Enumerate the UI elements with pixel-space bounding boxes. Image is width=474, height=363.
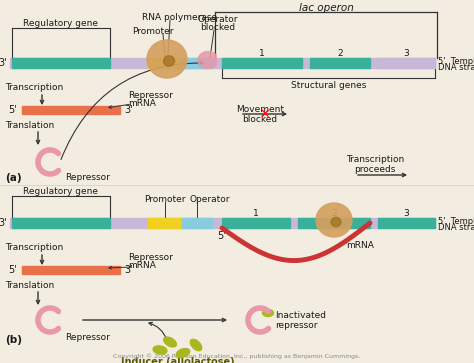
Text: (b): (b) [5, 335, 22, 345]
Text: Translation: Translation [5, 281, 54, 290]
Text: 2: 2 [331, 208, 337, 217]
Bar [12, 58, 110, 68]
Text: 3': 3' [124, 265, 133, 275]
Text: DNA strand: DNA strand [438, 62, 474, 72]
Text: DNA strand: DNA strand [438, 223, 474, 232]
Bar [222, 218, 290, 228]
Text: Repressor: Repressor [65, 333, 110, 342]
Text: Regulatory gene: Regulatory gene [24, 188, 99, 196]
Ellipse shape [331, 217, 341, 227]
Ellipse shape [176, 348, 190, 358]
Ellipse shape [190, 339, 202, 351]
Bar [148, 218, 182, 228]
Text: Copyright © 2006 Pearson Education, Inc., publishing as Benjamin Cummings.: Copyright © 2006 Pearson Education, Inc.… [113, 353, 361, 359]
Text: Inducer (allolactose): Inducer (allolactose) [121, 357, 235, 363]
Text: mRNA: mRNA [128, 261, 156, 270]
Text: Repressor: Repressor [65, 174, 110, 183]
Bar [310, 58, 370, 68]
Text: Structural genes: Structural genes [291, 82, 366, 90]
Ellipse shape [263, 310, 273, 317]
Text: 3': 3' [124, 105, 133, 115]
Text: Transcription: Transcription [5, 83, 63, 93]
Text: 1: 1 [259, 49, 265, 57]
Text: 5': 5' [8, 105, 17, 115]
Text: blocked: blocked [242, 114, 278, 123]
Text: proceeds: proceeds [354, 166, 396, 175]
Text: Operator: Operator [198, 16, 238, 24]
Text: lac operon: lac operon [299, 3, 354, 13]
Polygon shape [198, 52, 216, 69]
Ellipse shape [316, 203, 352, 237]
Text: 5': 5' [218, 231, 227, 241]
Text: Transcription: Transcription [346, 155, 404, 164]
Text: Repressor: Repressor [128, 253, 173, 262]
Text: repressor: repressor [275, 321, 318, 330]
Bar [22, 266, 120, 274]
Text: 5': 5' [8, 265, 17, 275]
Bar [10, 58, 435, 68]
Ellipse shape [153, 346, 167, 354]
Text: Translation: Translation [5, 121, 54, 130]
Bar [182, 58, 212, 68]
Ellipse shape [164, 337, 176, 347]
Bar [222, 58, 302, 68]
Text: 5'  Template: 5' Template [438, 57, 474, 65]
Text: Movement: Movement [236, 106, 284, 114]
Text: Operator: Operator [190, 196, 230, 204]
Text: RNA polymerase: RNA polymerase [143, 13, 218, 23]
Bar [378, 218, 435, 228]
Bar [298, 218, 370, 228]
Bar [10, 218, 435, 228]
Text: mRNA: mRNA [128, 98, 156, 107]
Text: Promoter: Promoter [144, 196, 186, 204]
Text: mRNA: mRNA [346, 241, 374, 250]
Bar [148, 58, 182, 68]
Text: Promoter: Promoter [132, 28, 174, 37]
Text: Regulatory gene: Regulatory gene [24, 20, 99, 29]
Text: 3: 3 [404, 49, 410, 57]
Text: 1: 1 [253, 208, 259, 217]
Bar [22, 106, 120, 114]
Text: 3: 3 [404, 208, 410, 217]
Text: 3': 3' [0, 218, 7, 228]
Text: (a): (a) [5, 173, 22, 183]
Text: 3': 3' [0, 58, 7, 68]
Ellipse shape [147, 40, 187, 78]
Text: Repressor: Repressor [128, 90, 173, 99]
Bar [378, 58, 435, 68]
Text: 5'  Template: 5' Template [438, 216, 474, 225]
Text: ✕: ✕ [260, 107, 270, 121]
Text: Inactivated: Inactivated [275, 310, 326, 319]
Text: blocked: blocked [201, 24, 236, 33]
Text: 2: 2 [337, 49, 343, 57]
Bar [12, 218, 110, 228]
Ellipse shape [164, 56, 174, 66]
Text: Transcription: Transcription [5, 244, 63, 253]
Bar [182, 218, 212, 228]
